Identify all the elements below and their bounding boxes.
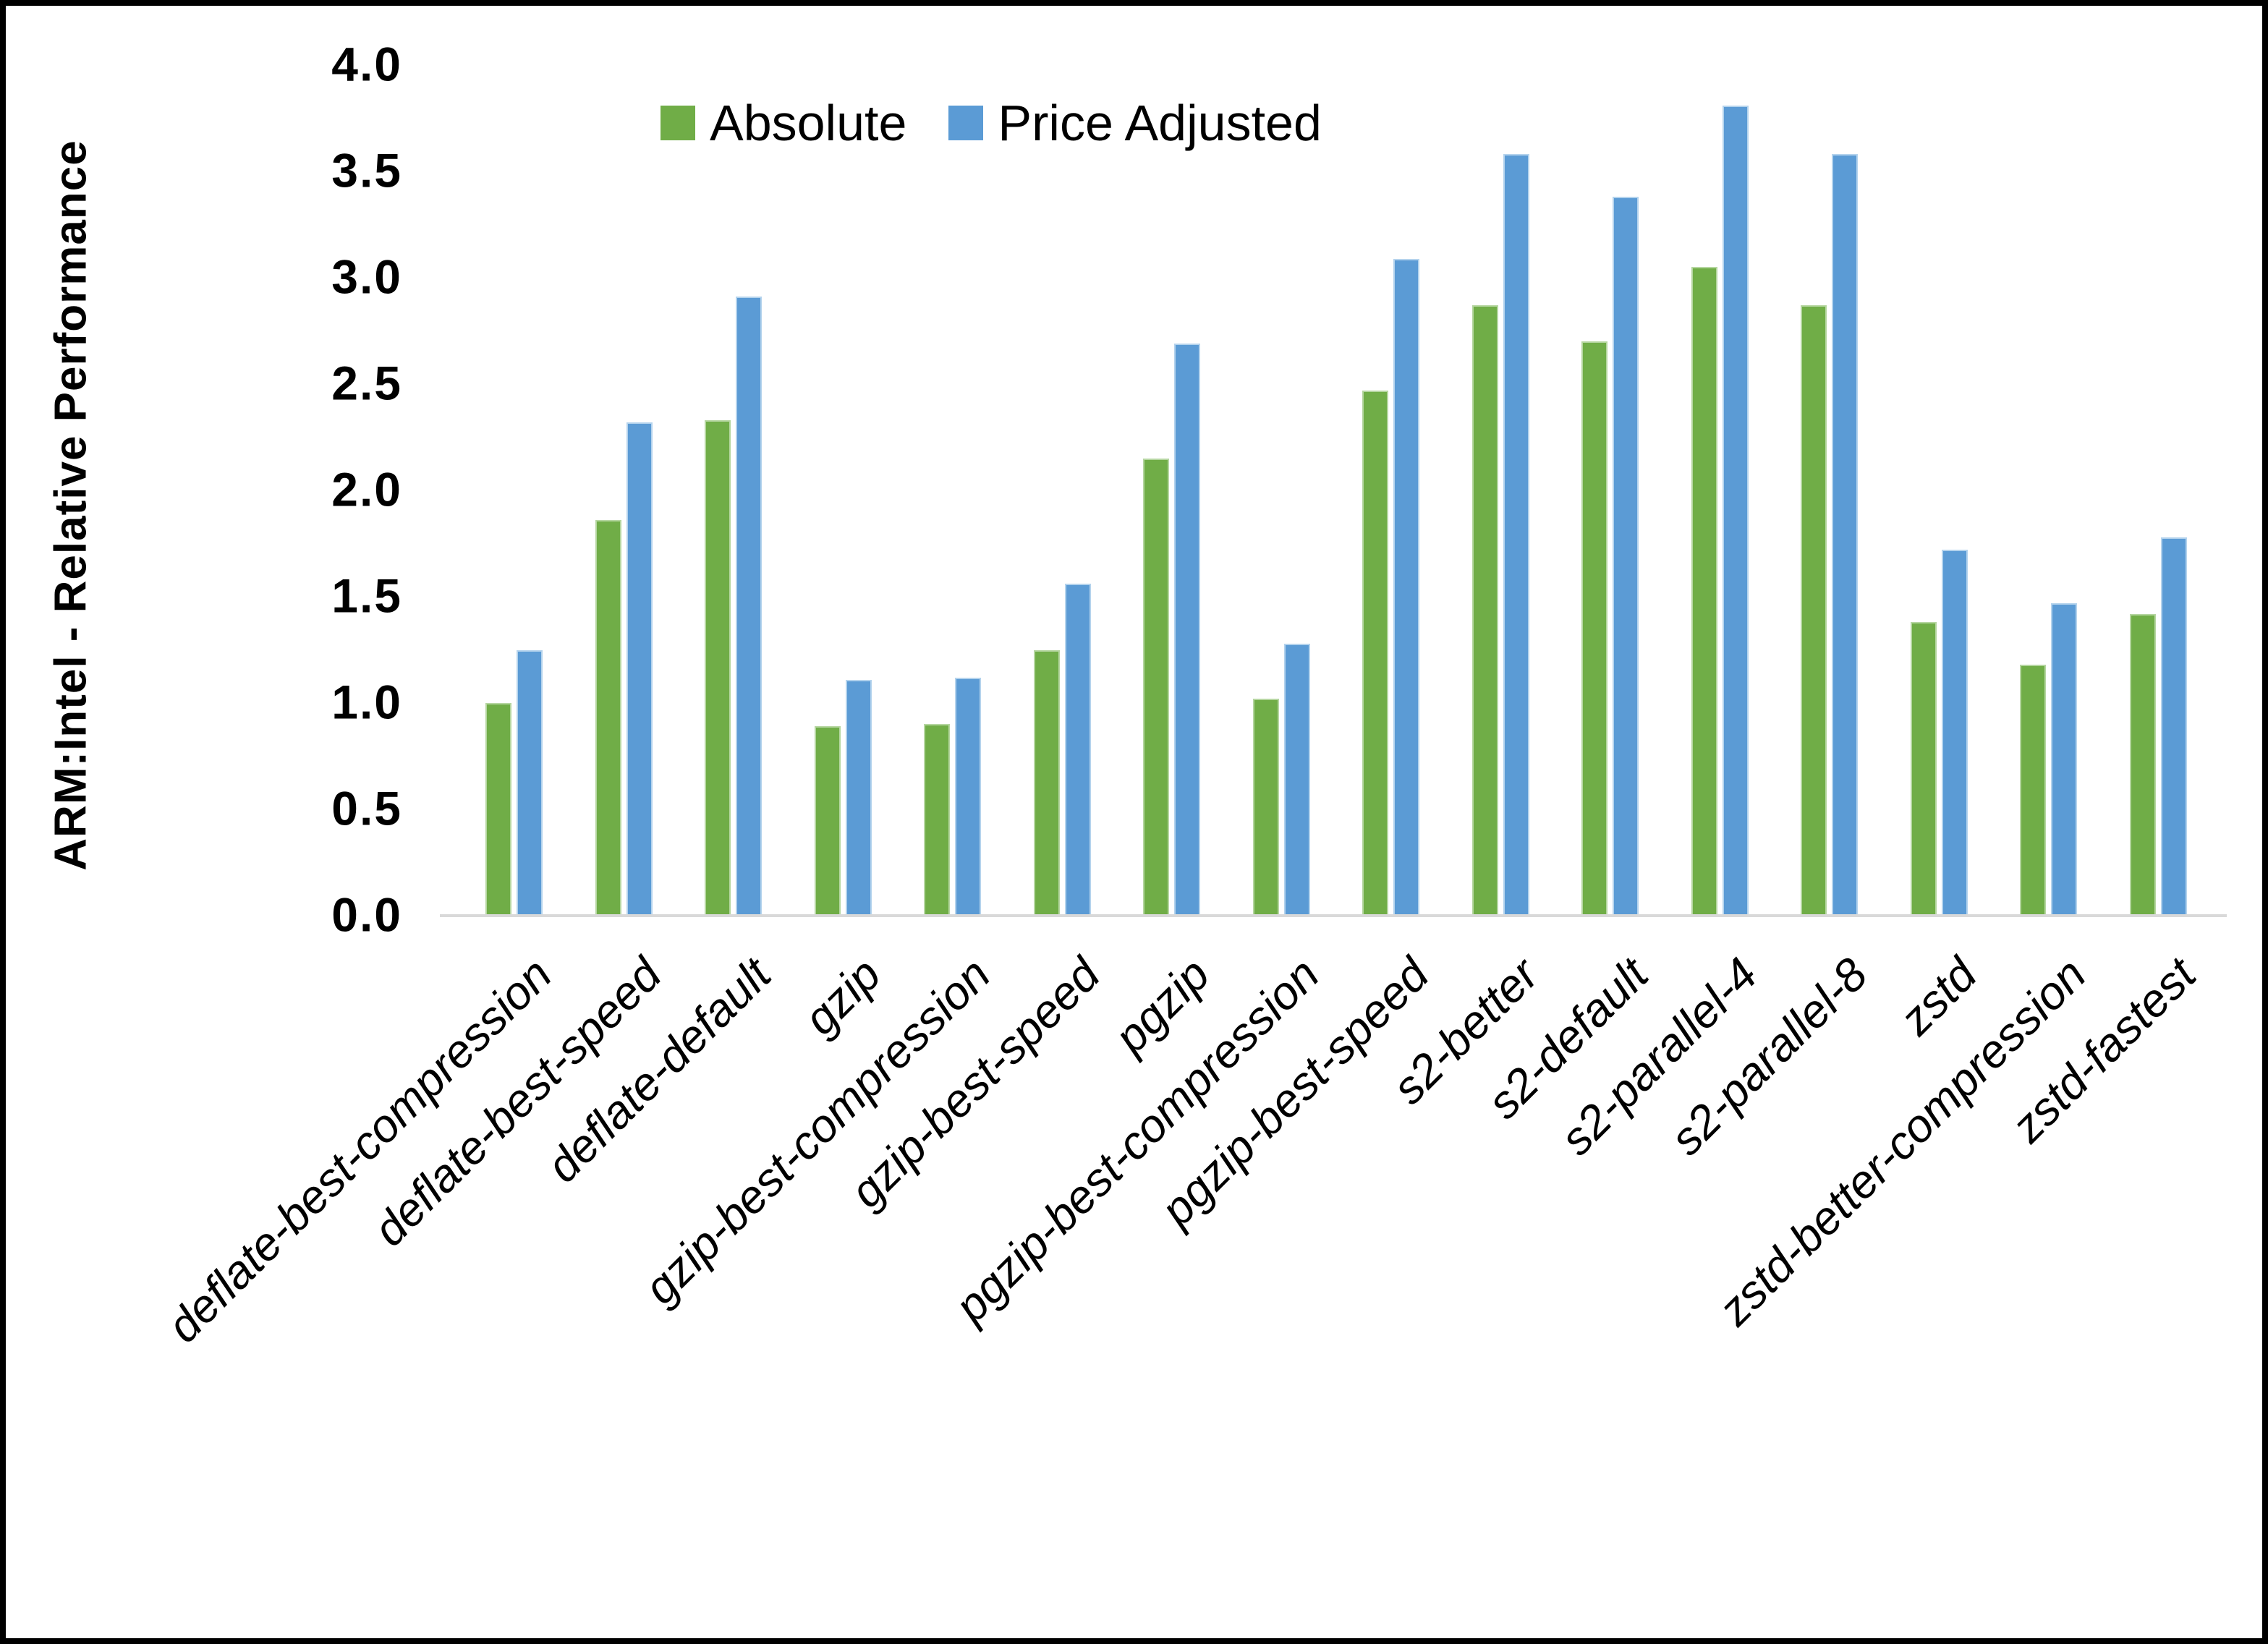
bar-absolute-gzip — [814, 726, 841, 916]
legend-label-absolute: Absolute — [710, 95, 907, 151]
bar-price-adjusted-deflate-default — [736, 297, 763, 916]
x-axis-line — [440, 914, 2227, 917]
legend-item-price-adjusted: Price Adjusted — [948, 94, 1322, 152]
bar-absolute-zstd-fastest — [2129, 613, 2156, 916]
bar-absolute-zstd-better-compression — [2020, 665, 2047, 916]
bar-absolute-s2-parallel-8 — [1801, 305, 1827, 916]
bar-price-adjusted-s2-parallel-4 — [1722, 105, 1749, 916]
legend-item-absolute: Absolute — [661, 94, 906, 152]
y-tick-label: 3.5 — [331, 143, 402, 197]
y-tick-label: 0.5 — [331, 781, 402, 835]
bar-price-adjusted-s2-parallel-8 — [1832, 154, 1859, 916]
bar-absolute-pgzip — [1143, 458, 1170, 916]
bar-absolute-s2-default — [1581, 341, 1608, 916]
legend: Absolute Price Adjusted — [661, 94, 1322, 152]
bar-price-adjusted-s2-default — [1613, 197, 1639, 916]
bar-absolute-deflate-best-speed — [595, 520, 621, 916]
bar-price-adjusted-pgzip-best-compression — [1283, 643, 1310, 916]
legend-label-price-adjusted: Price Adjusted — [998, 95, 1322, 151]
bar-price-adjusted-gzip — [845, 679, 872, 916]
bar-price-adjusted-zstd — [1941, 550, 1968, 916]
x-category-label: zstd — [1889, 947, 1987, 1045]
bar-absolute-pgzip-best-compression — [1252, 699, 1279, 916]
y-axis-title: ARM:Intel - Relative Performance — [46, 139, 96, 871]
bar-price-adjusted-zstd-better-compression — [2051, 602, 2078, 916]
bar-absolute-gzip-best-compression — [924, 724, 951, 916]
bar-absolute-deflate-best-compression — [485, 703, 512, 916]
y-tick-label: 4.0 — [331, 37, 402, 91]
bar-absolute-pgzip-best-speed — [1362, 390, 1389, 916]
bar-price-adjusted-pgzip-best-speed — [1393, 258, 1420, 916]
bar-price-adjusted-deflate-best-compression — [517, 649, 543, 916]
legend-swatch-price-adjusted — [948, 106, 984, 140]
y-tick-label: 2.5 — [331, 356, 402, 410]
y-tick-label: 3.0 — [331, 250, 402, 304]
legend-swatch-absolute — [661, 106, 695, 140]
bar-price-adjusted-zstd-fastest — [2160, 537, 2187, 916]
bar-price-adjusted-s2-better — [1503, 154, 1529, 916]
bar-price-adjusted-gzip-best-speed — [1064, 584, 1091, 916]
bar-absolute-gzip-best-speed — [1033, 649, 1060, 916]
y-tick-label: 2.0 — [331, 462, 402, 516]
bar-absolute-s2-parallel-4 — [1691, 267, 1717, 916]
bar-price-adjusted-deflate-best-speed — [626, 422, 653, 916]
x-category-label: gzip — [793, 947, 891, 1045]
y-tick-label: 0.0 — [331, 887, 402, 942]
bar-absolute-deflate-default — [705, 419, 731, 916]
bar-price-adjusted-pgzip — [1174, 344, 1201, 916]
y-axis-title-wrap: ARM:Intel - Relative Performance — [38, 6, 103, 1004]
y-tick-label: 1.5 — [331, 568, 402, 623]
bar-absolute-s2-better — [1471, 305, 1498, 916]
bar-price-adjusted-gzip-best-compression — [955, 677, 982, 916]
y-tick-label: 1.0 — [331, 675, 402, 729]
bar-absolute-zstd — [1910, 622, 1937, 916]
